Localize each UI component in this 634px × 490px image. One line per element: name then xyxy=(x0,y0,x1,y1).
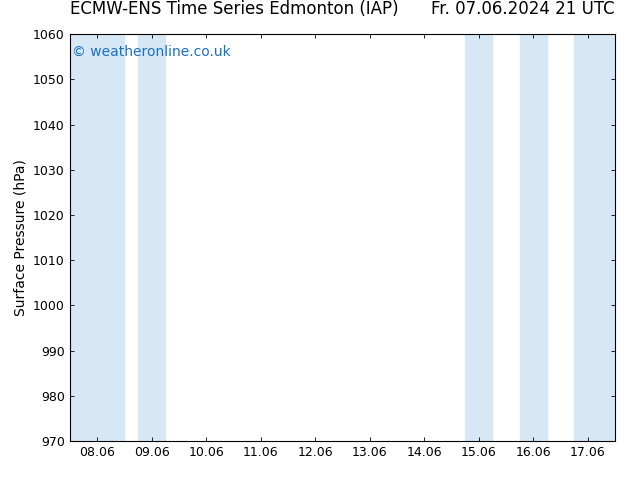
Bar xyxy=(465,34,493,441)
Bar xyxy=(520,34,547,441)
Y-axis label: Surface Pressure (hPa): Surface Pressure (hPa) xyxy=(13,159,27,316)
Bar xyxy=(70,34,124,441)
Bar xyxy=(574,34,615,441)
Text: © weatheronline.co.uk: © weatheronline.co.uk xyxy=(72,45,231,58)
Text: Fr. 07.06.2024 21 UTC: Fr. 07.06.2024 21 UTC xyxy=(431,0,615,18)
Text: ECMW-ENS Time Series Edmonton (IAP): ECMW-ENS Time Series Edmonton (IAP) xyxy=(70,0,398,18)
Bar xyxy=(138,34,165,441)
